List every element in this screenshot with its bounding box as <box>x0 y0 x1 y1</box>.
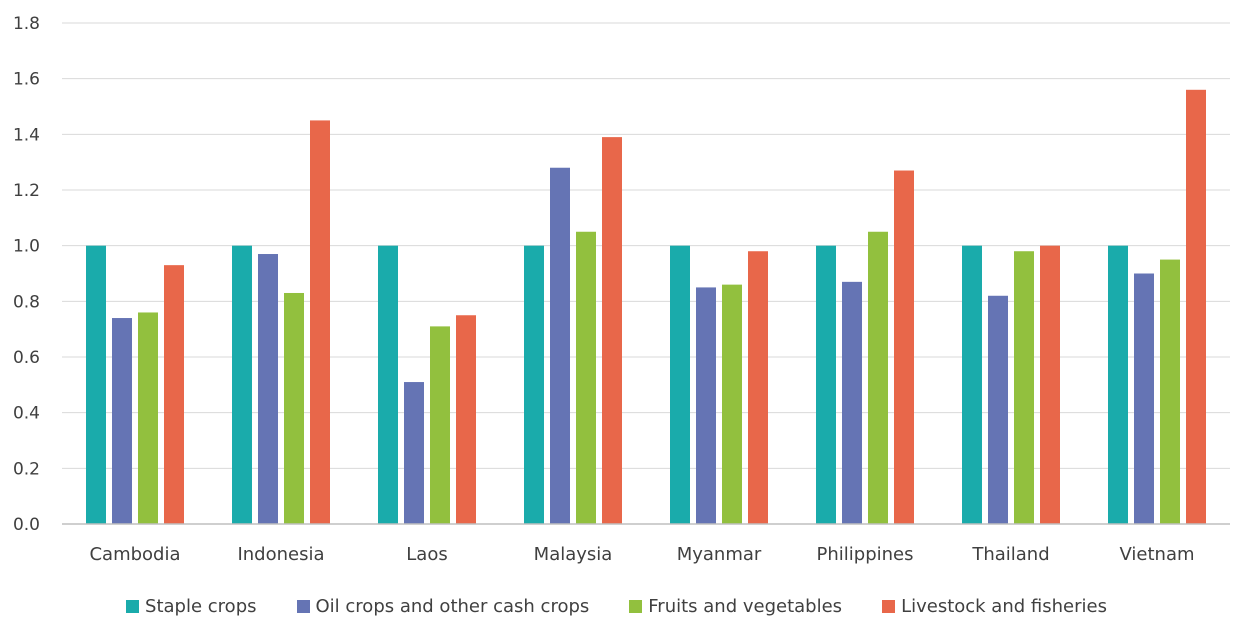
bar <box>524 245 544 524</box>
bar <box>696 287 716 524</box>
bar <box>1134 273 1154 524</box>
y-tick-label: 0.4 <box>13 404 40 424</box>
bar <box>602 137 622 524</box>
bar <box>284 292 304 524</box>
legend-item: Fruits and vegetables <box>629 596 842 617</box>
bar <box>988 295 1008 524</box>
x-tick-label: Malaysia <box>534 544 613 565</box>
bar <box>232 245 252 524</box>
legend-swatch <box>629 600 643 613</box>
legend-item: Oil crops and other cash crops <box>296 596 590 617</box>
legend-item: Livestock and fisheries <box>882 596 1107 617</box>
bar <box>430 326 450 524</box>
y-tick-label: 1.8 <box>13 14 40 34</box>
bar <box>550 167 570 524</box>
bar <box>258 254 278 524</box>
x-axis-tick-labels: Cambodia Indonesia Laos Malaysia Myanmar Phil… <box>89 544 1194 565</box>
y-tick-label: 0.0 <box>13 515 40 535</box>
bar <box>456 315 476 524</box>
bar <box>670 245 690 524</box>
bar <box>164 265 184 524</box>
y-tick-label: 1.0 <box>13 237 40 257</box>
y-tick-label: 0.2 <box>13 459 40 479</box>
bar <box>1108 245 1128 524</box>
bar <box>86 245 106 524</box>
bar <box>894 170 914 524</box>
bar <box>378 245 398 524</box>
bar <box>112 318 132 524</box>
x-tick-label: Vietnam <box>1119 544 1194 565</box>
y-tick-label: 1.2 <box>13 181 40 201</box>
bar <box>138 312 158 524</box>
x-tick-label: Thailand <box>971 544 1049 565</box>
bar <box>576 231 596 524</box>
bar <box>1014 251 1034 524</box>
bar <box>962 245 982 524</box>
bar <box>842 281 862 524</box>
bar <box>1186 89 1206 525</box>
x-tick-label: Laos <box>406 544 447 565</box>
bar <box>748 251 768 524</box>
bars <box>86 89 1206 525</box>
x-tick-label: Philippines <box>817 544 914 565</box>
legend: Staple crops Oil crops and other cash cro… <box>0 596 1233 617</box>
bar <box>722 284 742 524</box>
legend-label: Staple crops <box>145 596 257 617</box>
legend-item: Staple crops <box>126 596 257 617</box>
x-tick-label: Cambodia <box>89 544 180 565</box>
legend-swatch <box>296 600 310 613</box>
x-tick-label: Indonesia <box>237 544 324 565</box>
y-tick-label: 0.8 <box>13 292 40 312</box>
bar <box>1160 259 1180 524</box>
legend-swatch <box>126 600 140 613</box>
bar <box>1040 245 1060 524</box>
gridlines <box>62 22 1230 469</box>
legend-label: Fruits and vegetables <box>648 596 843 617</box>
legend-label: Livestock and fisheries <box>901 596 1107 617</box>
bar <box>868 231 888 524</box>
y-tick-label: 1.4 <box>13 125 40 145</box>
y-axis-tick-labels: 0.0 0.2 0.4 0.6 0.8 1.0 1.2 1.4 1.6 1.8 <box>13 14 40 535</box>
bar <box>310 120 330 525</box>
x-tick-label: Myanmar <box>677 544 762 565</box>
bar <box>404 382 424 524</box>
y-tick-label: 1.6 <box>13 70 40 90</box>
legend-swatch <box>882 600 896 613</box>
y-tick-label: 0.6 <box>13 348 40 368</box>
legend-label: Oil crops and other cash crops <box>315 596 590 617</box>
bar <box>816 245 836 524</box>
